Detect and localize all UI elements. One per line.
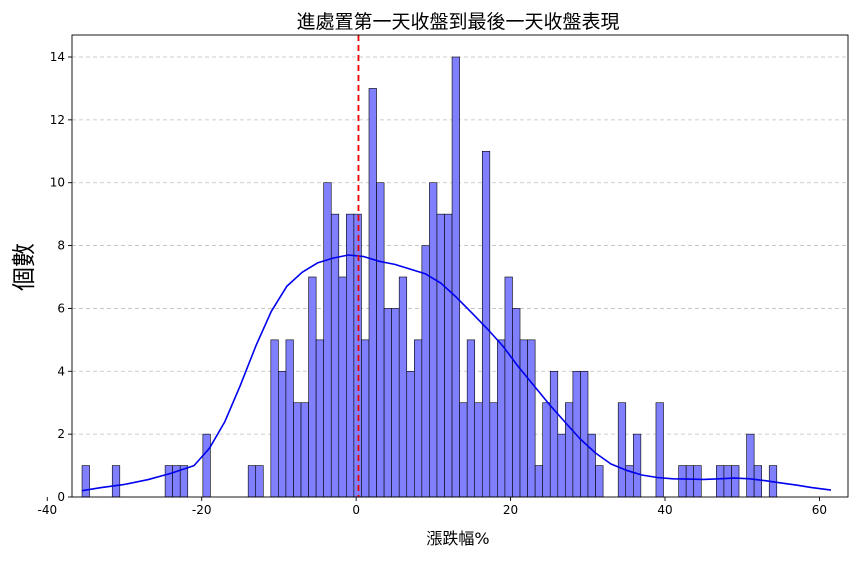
histogram-bar [632,433,642,498]
histogram-bar [565,402,574,498]
histogram-bar [557,433,566,498]
x-tick-label: 40 [657,503,672,517]
histogram-bar [723,465,732,498]
histogram-bar [383,308,392,498]
histogram-bar [164,465,173,498]
histogram-bar [323,182,332,498]
y-tick-label: 2 [57,427,65,441]
chart-title: 進處置第一天收盤到最後一天收盤表現 [296,11,619,33]
histogram-bar [595,465,604,498]
y-axis-label: 個數 [10,243,38,291]
histogram-bar [278,370,287,498]
kde-layer [81,254,832,492]
histogram-bar [527,339,536,498]
histogram-bar [512,308,521,498]
histogram-bar [753,465,762,498]
x-tick-label: -40 [37,503,57,517]
y-tick-label: 10 [50,176,65,190]
y-tick-label: 0 [57,490,65,504]
histogram-bar [519,339,528,498]
histogram-bar [746,433,755,498]
histogram-bar [474,402,483,498]
y-tick-label: 14 [50,50,65,64]
histogram-bar [421,245,430,498]
histogram-bar [111,465,121,498]
histogram-bar [549,370,559,498]
kde-curve [81,254,832,492]
y-tick-label: 6 [57,301,65,315]
histogram-bar [346,213,355,498]
histogram-bar [451,56,460,498]
histogram-bar [542,402,551,498]
histogram-bar [247,465,257,498]
x-tick-label: 0 [352,503,360,517]
x-axis-label: 漲跌幅% [426,529,489,548]
histogram-bar [414,339,423,498]
histogram-bar [270,339,279,498]
y-tick-label: 12 [50,113,65,127]
histogram-bar [398,276,408,498]
histogram-bar [587,433,596,498]
histogram-bar [731,465,740,498]
x-tick-label: 60 [812,503,827,517]
histogram-bar [693,465,702,498]
histogram-bar [368,88,377,498]
histogram-bar [685,465,695,498]
y-tick-label: 8 [57,239,65,253]
histogram-bar [300,402,309,498]
histogram-bar [376,182,385,498]
histogram-bar [361,339,370,498]
histogram-bar [255,465,264,498]
y-tick-label: 4 [57,364,65,378]
histogram-bar [444,213,453,498]
histogram-bar [429,182,438,498]
histogram-bar [466,339,476,498]
histogram-bar [436,213,445,498]
histogram-bar [617,402,627,498]
histogram-bar [678,465,687,498]
histogram-bar [338,276,347,498]
grid-layer [72,56,848,435]
histogram-bar [285,339,294,498]
x-tick-label: -20 [192,503,212,517]
histogram-bar [81,465,90,498]
histogram-bar [497,339,506,498]
histogram-bar [459,402,468,498]
histogram-bar [406,370,415,498]
x-tick-label: 20 [503,503,518,517]
histogram-bar [202,433,211,498]
histogram-bar [716,465,725,498]
histogram-bar [315,339,324,498]
axes-layer: -40 -20 0 20 40 60 0 2 4 6 8 10 12 14 [37,34,849,517]
histogram-bar [293,402,302,498]
histogram-bar [504,276,513,498]
plot-frame [71,34,849,498]
histogram-bar [308,276,317,498]
histogram-bar [391,308,400,498]
histogram-bar [655,402,664,498]
histogram-bar [580,370,589,498]
histogram-bar [489,402,498,498]
histogram-bar [534,465,543,498]
